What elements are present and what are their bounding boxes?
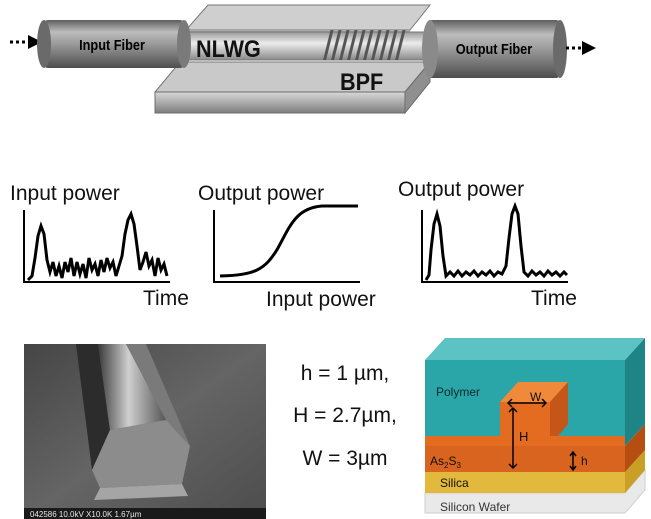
output-fiber-label: Output Fiber [456,40,533,57]
sem-ridge-left-wall [76,344,110,470]
transfer-plot-xlabel: Input power [266,288,376,311]
silica-layer [425,472,625,493]
input-plot-trace [26,209,169,282]
h-dim-label: h [581,454,588,468]
input-plot-axes [23,210,170,283]
input-fiber-label: Input Fiber [79,36,145,53]
transfer-function-plot: Output power Input power [198,182,376,311]
as2s3-label: As2S3 [430,454,461,470]
sem-micrograph: 042586 10.0kV X10.0K 1.67µm [24,344,266,519]
silica-label: Silica [440,476,469,490]
input-plot-xlabel: Time [143,287,189,310]
bpf-label: BPF [340,68,383,95]
input-fiber [37,20,191,68]
H-dim-label: H [519,429,528,444]
silicon-wafer-label: Silicon Wafer [440,500,510,514]
transfer-plot-ylabel: Output power [198,182,324,205]
output-arrow [566,41,596,55]
h-dimension-text: h = 1 µm, [300,362,390,385]
sem-ridge-facet [92,420,190,488]
polymer-label: Polymer [436,385,480,399]
device-schematic: Input Fiber Output Fiber NLWG BPF [10,4,596,115]
bpf-grating [323,30,406,60]
output-power-plot: Output power Time [398,178,577,310]
waveguide-cross-section: Polymer W H h As2S3 Silica Silicon Wafer [424,338,646,514]
output-plot-ylabel: Output power [398,178,524,201]
W-dimension-text: W = 3µm [302,447,388,470]
input-plot-ylabel: Input power [10,182,120,205]
output-fiber [422,20,567,78]
output-plot-trace [424,201,569,281]
input-power-plot: Input power Time [10,182,189,310]
as2s3-layer [425,446,625,472]
input-arrow [10,35,42,49]
H-dimension-text: H = 2.7µm, [293,404,397,427]
nlwg-label: NLWG [196,35,261,62]
dimension-markers [506,398,577,472]
transfer-plot-curve [219,204,358,278]
output-plot-xlabel: Time [531,287,577,310]
sem-caption: 042586 10.0kV X10.0K 1.67µm [30,510,142,519]
output-plot-axes [421,210,568,283]
sem-ridge-right-wall [126,344,190,446]
w-dim-label: W [530,390,542,404]
transfer-plot-axes [213,210,360,283]
sem-ridge-top [98,344,166,430]
